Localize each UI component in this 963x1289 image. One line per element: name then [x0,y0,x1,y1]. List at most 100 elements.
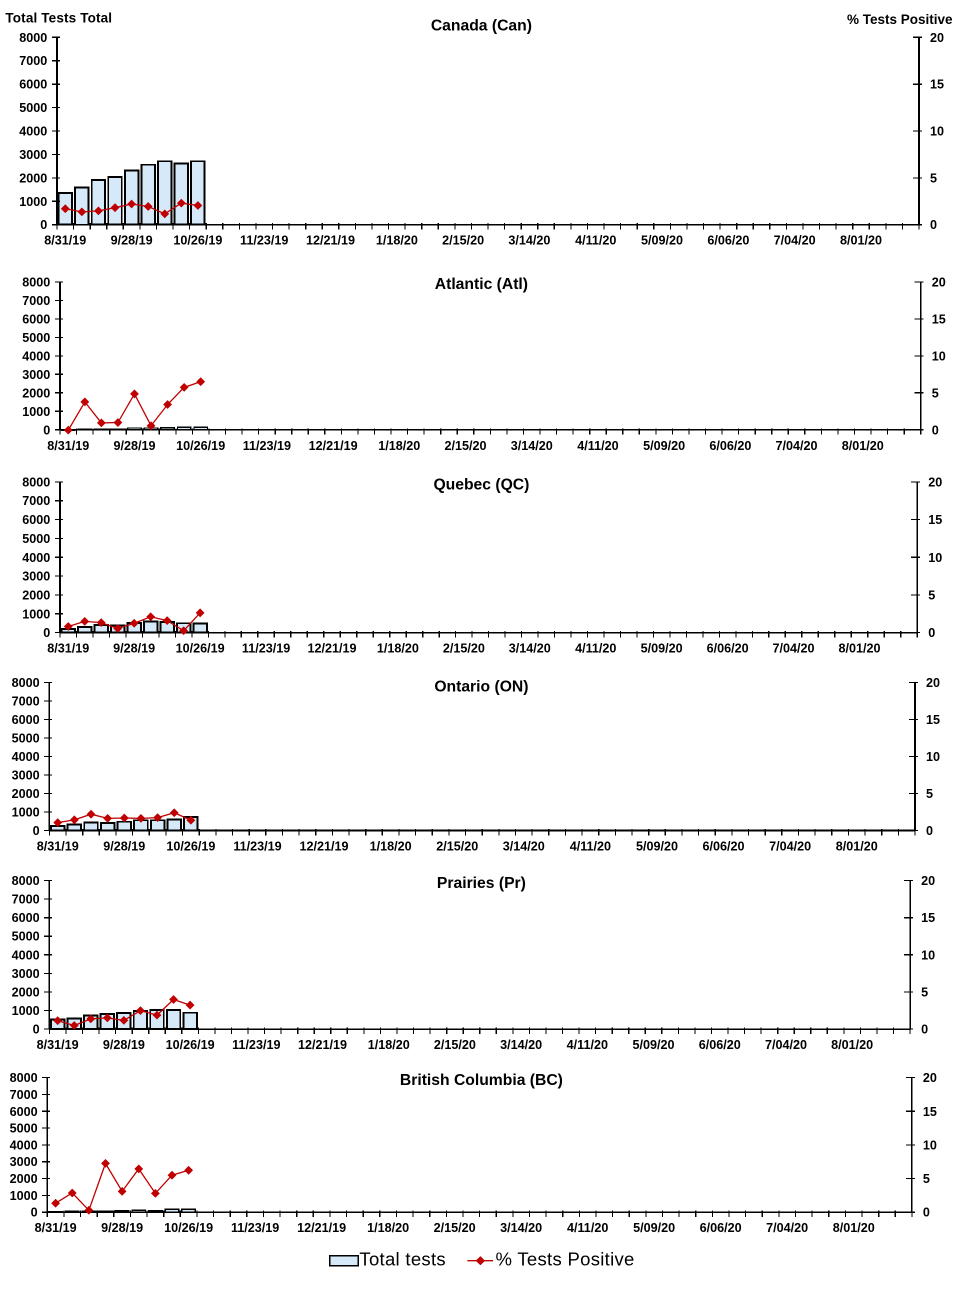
svg-text:6000: 6000 [10,1105,38,1119]
svg-text:20: 20 [930,31,944,45]
svg-text:4/11/20: 4/11/20 [567,1038,608,1052]
svg-text:9/28/19: 9/28/19 [113,642,155,656]
svg-text:5/09/20: 5/09/20 [641,642,683,656]
svg-text:0: 0 [926,824,933,838]
svg-text:8000: 8000 [19,31,47,45]
svg-text:Total Tests Total: Total Tests Total [5,11,112,26]
svg-text:9/28/19: 9/28/19 [103,840,145,854]
svg-text:7000: 7000 [10,1088,38,1102]
svg-text:3/14/20: 3/14/20 [500,1221,542,1235]
svg-text:2000: 2000 [12,787,40,801]
svg-text:5000: 5000 [12,930,40,944]
svg-text:6/06/20: 6/06/20 [707,234,749,248]
svg-text:6000: 6000 [12,911,40,925]
svg-text:8/31/19: 8/31/19 [37,840,79,854]
svg-text:1000: 1000 [12,1004,40,1018]
svg-text:4/11/20: 4/11/20 [577,439,618,453]
svg-text:5000: 5000 [12,732,40,746]
svg-text:5: 5 [921,985,928,999]
svg-text:5: 5 [930,171,937,185]
svg-text:8/01/20: 8/01/20 [842,439,884,453]
svg-text:Canada (Can): Canada (Can) [431,18,532,35]
svg-text:0: 0 [921,1023,928,1037]
svg-text:2/15/20: 2/15/20 [436,840,478,854]
svg-text:11/23/19: 11/23/19 [231,1221,279,1235]
svg-text:12/21/19: 12/21/19 [300,840,349,854]
svg-text:1000: 1000 [19,195,47,209]
svg-text:20: 20 [923,1071,937,1085]
svg-text:% Tests Positive: % Tests Positive [847,12,953,27]
svg-text:15: 15 [930,78,944,92]
svg-text:6/06/20: 6/06/20 [709,439,751,453]
svg-text:3000: 3000 [12,769,40,783]
svg-text:0: 0 [33,1023,40,1037]
svg-text:8/01/20: 8/01/20 [836,840,878,854]
svg-text:8/31/19: 8/31/19 [47,642,89,656]
svg-text:8/01/20: 8/01/20 [831,1038,873,1052]
svg-text:7/04/20: 7/04/20 [769,840,811,854]
svg-text:2000: 2000 [12,985,40,999]
svg-text:10/26/19: 10/26/19 [166,1038,215,1052]
svg-text:4000: 4000 [12,750,40,764]
svg-text:1/18/20: 1/18/20 [368,1038,410,1052]
svg-text:15: 15 [932,312,946,326]
svg-text:10/26/19: 10/26/19 [173,234,222,248]
svg-text:8/31/19: 8/31/19 [35,1221,77,1235]
svg-text:4/11/20: 4/11/20 [575,642,616,656]
svg-text:11/23/19: 11/23/19 [242,642,290,656]
svg-text:8/01/20: 8/01/20 [833,1221,875,1235]
svg-text:8/01/20: 8/01/20 [840,234,882,248]
svg-text:5: 5 [932,386,939,400]
svg-text:5/09/20: 5/09/20 [633,1038,675,1052]
svg-text:12/21/19: 12/21/19 [298,1038,347,1052]
svg-text:5: 5 [928,588,935,602]
svg-text:4000: 4000 [19,125,47,139]
svg-text:3000: 3000 [19,148,47,162]
svg-text:11/23/19: 11/23/19 [232,1038,280,1052]
svg-text:1/18/20: 1/18/20 [378,439,420,453]
svg-text:0: 0 [43,423,50,437]
svg-text:4000: 4000 [22,551,50,565]
svg-text:8000: 8000 [12,874,40,888]
svg-text:2000: 2000 [22,588,50,602]
svg-text:7/04/20: 7/04/20 [774,234,816,248]
svg-text:15: 15 [926,713,940,727]
svg-text:5/09/20: 5/09/20 [641,234,683,248]
svg-text:4000: 4000 [22,349,50,363]
svg-text:5: 5 [926,787,933,801]
svg-text:5/09/20: 5/09/20 [636,840,678,854]
svg-text:3/14/20: 3/14/20 [509,642,551,656]
svg-text:10: 10 [928,551,942,565]
svg-text:0: 0 [930,218,937,232]
svg-text:8000: 8000 [22,275,50,289]
svg-text:10: 10 [921,948,935,962]
svg-text:12/21/19: 12/21/19 [307,642,356,656]
svg-text:1/18/20: 1/18/20 [367,1221,409,1235]
svg-text:2/15/20: 2/15/20 [443,642,485,656]
svg-text:7/04/20: 7/04/20 [776,439,818,453]
svg-text:3/14/20: 3/14/20 [508,234,550,248]
svg-text:10: 10 [923,1138,937,1152]
svg-text:3000: 3000 [10,1155,38,1169]
svg-text:Ontario (ON): Ontario (ON) [434,678,528,695]
svg-text:7000: 7000 [22,494,50,508]
svg-text:2000: 2000 [19,171,47,185]
svg-text:5/09/20: 5/09/20 [643,439,685,453]
svg-text:8/01/20: 8/01/20 [838,642,880,656]
svg-text:7000: 7000 [12,695,40,709]
svg-text:6/06/20: 6/06/20 [699,1038,741,1052]
svg-text:9/28/19: 9/28/19 [101,1221,143,1235]
svg-text:6/06/20: 6/06/20 [700,1221,742,1235]
svg-text:9/28/19: 9/28/19 [111,234,153,248]
svg-text:2/15/20: 2/15/20 [434,1221,476,1235]
svg-text:8/31/19: 8/31/19 [47,439,89,453]
svg-text:10: 10 [932,349,946,363]
svg-text:1000: 1000 [22,405,50,419]
svg-text:1000: 1000 [22,607,50,621]
svg-text:10/26/19: 10/26/19 [176,439,225,453]
svg-text:9/28/19: 9/28/19 [113,439,155,453]
svg-text:6000: 6000 [22,513,50,527]
svg-text:4/11/20: 4/11/20 [575,234,616,248]
svg-text:15: 15 [928,513,942,527]
svg-text:4/11/20: 4/11/20 [567,1221,608,1235]
